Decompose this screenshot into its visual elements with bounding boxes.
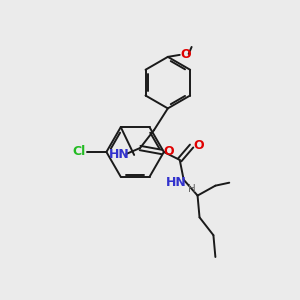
Text: O: O [164, 146, 175, 158]
Text: H: H [188, 184, 195, 194]
Text: HN: HN [166, 176, 187, 189]
Text: HN: HN [108, 148, 129, 161]
Text: O: O [181, 48, 191, 62]
Text: O: O [194, 139, 204, 152]
Text: Cl: Cl [73, 146, 86, 158]
